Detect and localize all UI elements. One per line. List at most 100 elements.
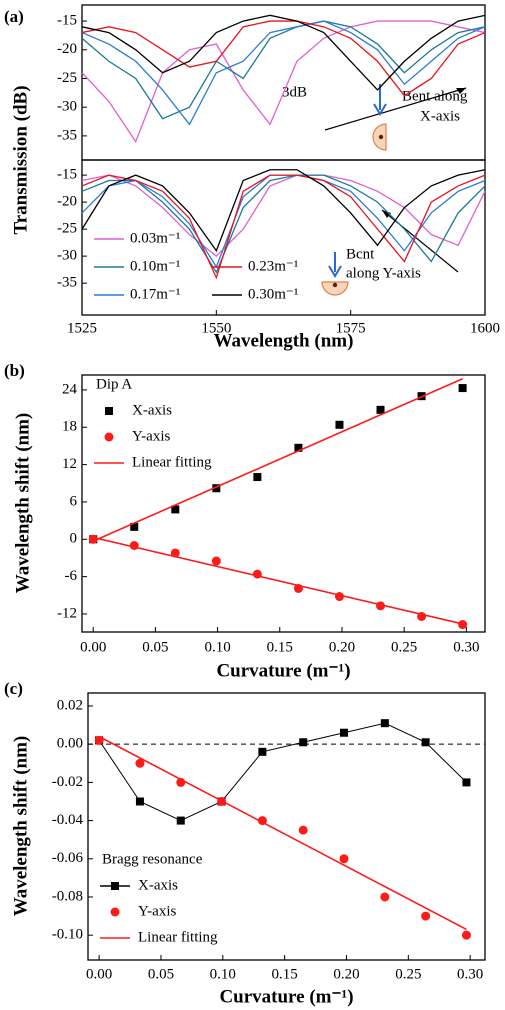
spectrum-line — [81, 20, 486, 126]
square-marker — [294, 443, 303, 452]
y-tick-label: -30 — [57, 248, 77, 264]
x-tick-label: 0.00 — [80, 639, 106, 655]
square-marker — [176, 816, 185, 825]
y-tick-label: 6 — [70, 493, 78, 509]
fiber-icon — [321, 281, 349, 296]
legend-label: 0.03m⁻¹ — [130, 230, 180, 246]
y-tick-label: -0.04 — [52, 812, 84, 828]
y-tick-label: 24 — [62, 381, 78, 397]
square-marker — [376, 405, 385, 414]
circle-marker — [298, 825, 308, 835]
legend-swatch — [110, 907, 120, 917]
spectrum-line — [81, 20, 486, 97]
arrow-head — [373, 103, 387, 116]
x-tick-label: 0.15 — [272, 966, 298, 982]
circle-marker — [461, 930, 471, 940]
x-tick-label: 0.30 — [457, 966, 483, 982]
legend-title: Dip A — [96, 376, 132, 392]
y-tick-label: 0.02 — [57, 697, 83, 713]
y-axis-title: Wavelength shift (nm) — [12, 413, 33, 594]
spectrum-line — [81, 174, 486, 274]
core-dot — [378, 134, 384, 140]
y-tick-label: -0.02 — [52, 774, 83, 790]
legend-label: X-axis — [138, 877, 178, 893]
y-tick-label: -6 — [65, 568, 78, 584]
legend-swatch — [111, 882, 119, 890]
annotation: Bent along — [402, 88, 468, 104]
x-axis-title: Wavelength (nm) — [214, 330, 354, 351]
annotation: along Y-axis — [346, 265, 421, 281]
y-tick-label: -20 — [57, 41, 77, 57]
arrow-head — [328, 265, 342, 278]
legend-label: 0.17m⁻¹ — [130, 286, 180, 302]
legend-label: 0.10m⁻¹ — [130, 258, 180, 274]
legend-title: Bragg resonance — [102, 851, 203, 867]
circle-marker — [458, 620, 468, 630]
legend-label: Y-axis — [138, 903, 176, 919]
y-tick-label: -15 — [57, 13, 77, 29]
square-marker — [253, 473, 262, 482]
x-axis-title: Curvature (m⁻¹) — [219, 986, 353, 1007]
square-marker — [340, 728, 349, 737]
square-marker — [135, 797, 144, 806]
arrow-head — [382, 210, 391, 218]
core-dot — [332, 282, 338, 288]
square-marker — [130, 522, 139, 531]
panel-label: (c) — [4, 679, 23, 698]
legend-label: 0.23m⁻¹ — [248, 258, 298, 274]
x-tick-label: 0.10 — [210, 966, 236, 982]
spectrum-line — [81, 20, 486, 144]
circle-marker — [135, 758, 145, 768]
annotation: Bcnt — [346, 246, 375, 262]
x-tick-label: 0.25 — [395, 966, 421, 982]
circle-marker — [380, 892, 390, 902]
circle-marker — [170, 548, 180, 558]
panel-label: (b) — [4, 361, 25, 380]
data-line — [98, 722, 467, 822]
y-tick-label: -35 — [57, 127, 77, 143]
arrow-head — [456, 88, 466, 94]
y-tick-label: -0.08 — [52, 888, 83, 904]
x-tick-label: 0.00 — [86, 966, 112, 982]
fit-line — [93, 536, 463, 625]
x-tick-label: 1525 — [67, 320, 97, 336]
y-tick-label: -0.06 — [52, 850, 84, 866]
x-axis-title: Curvature (m⁻¹) — [216, 660, 350, 681]
x-tick-label: 0.30 — [453, 639, 479, 655]
circle-marker — [88, 534, 98, 544]
plot-frame — [81, 159, 486, 316]
plot-data — [88, 378, 468, 630]
y-tick-label: -25 — [57, 221, 77, 237]
x-tick-label: 0.10 — [204, 639, 230, 655]
y-tick-label: -20 — [57, 194, 77, 210]
annotation: 3dB — [282, 84, 307, 100]
y-tick-label: 0.00 — [57, 736, 83, 752]
square-marker — [299, 738, 308, 747]
fit-line — [98, 735, 467, 931]
circle-marker — [211, 556, 221, 566]
y-tick-label: -15 — [57, 167, 77, 183]
spectrum-line — [81, 20, 486, 120]
legend-label: 0.30m⁻¹ — [248, 286, 298, 302]
y-tick-label: -0.10 — [52, 927, 83, 943]
plot-data — [81, 169, 486, 280]
square-marker — [335, 420, 344, 429]
x-tick-label: 1600 — [470, 320, 500, 336]
square-marker — [462, 778, 471, 787]
square-marker — [380, 719, 389, 728]
plot-frame — [87, 692, 486, 961]
y-axis-title: Transmission (dB) — [10, 85, 31, 234]
legend-label: X-axis — [132, 402, 172, 418]
spectrum-line — [81, 169, 486, 253]
annotation: X-axis — [420, 108, 460, 124]
y-axis-title: Wavelength shift (nm) — [10, 736, 31, 917]
legend-swatch — [104, 432, 114, 442]
plot-frame — [81, 374, 486, 633]
y-tick-label: 18 — [62, 419, 77, 435]
plot-data — [81, 14, 486, 144]
legend-label: Linear fitting — [132, 454, 212, 470]
y-tick-label: -25 — [57, 70, 77, 86]
circle-marker — [421, 911, 431, 921]
legend-label: Y-axis — [132, 428, 170, 444]
